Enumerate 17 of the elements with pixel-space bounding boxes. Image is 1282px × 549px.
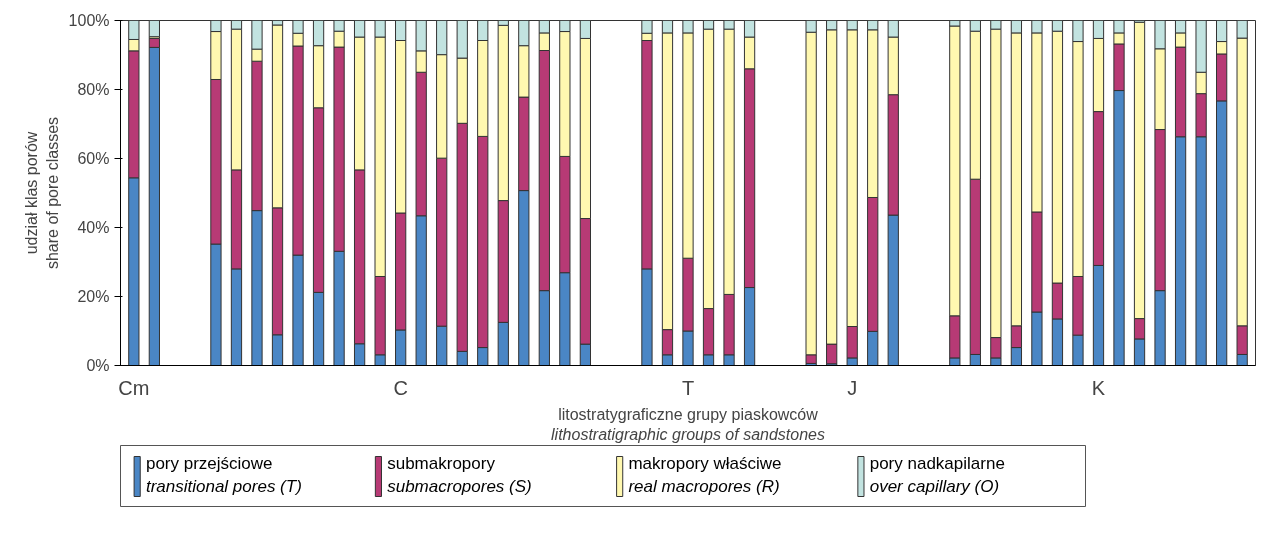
y-tick-label: 40% bbox=[77, 219, 110, 236]
y-tick-label: 60% bbox=[77, 150, 110, 167]
legend-label: pory przejściowe transitional pores (T) bbox=[145, 454, 302, 496]
legend-label: submakropory submacropores (S) bbox=[387, 454, 532, 496]
y-tick-label: 80% bbox=[77, 81, 110, 98]
x-tick-label: T bbox=[681, 376, 695, 399]
y-axis-title: udział klas porów share of pore classes bbox=[23, 116, 61, 270]
legend-label: pory nadkapilarne over capillary (O) bbox=[869, 454, 1005, 496]
y-tick-label: 0% bbox=[86, 357, 110, 374]
y-tick-label: 100% bbox=[68, 12, 110, 29]
x-tick-label: K bbox=[1091, 376, 1106, 399]
x-axis-title: litostratygraficzne grupy piaskowców lithostratigraphic groups of sandstones bbox=[551, 405, 825, 443]
x-tick-label: J bbox=[847, 376, 858, 399]
x-tick-label: Cm bbox=[118, 376, 150, 399]
y-tick-label: 20% bbox=[77, 288, 110, 305]
legend-label: makropory właściwe real macropores (R) bbox=[628, 454, 782, 496]
x-tick-label: C bbox=[393, 376, 408, 399]
